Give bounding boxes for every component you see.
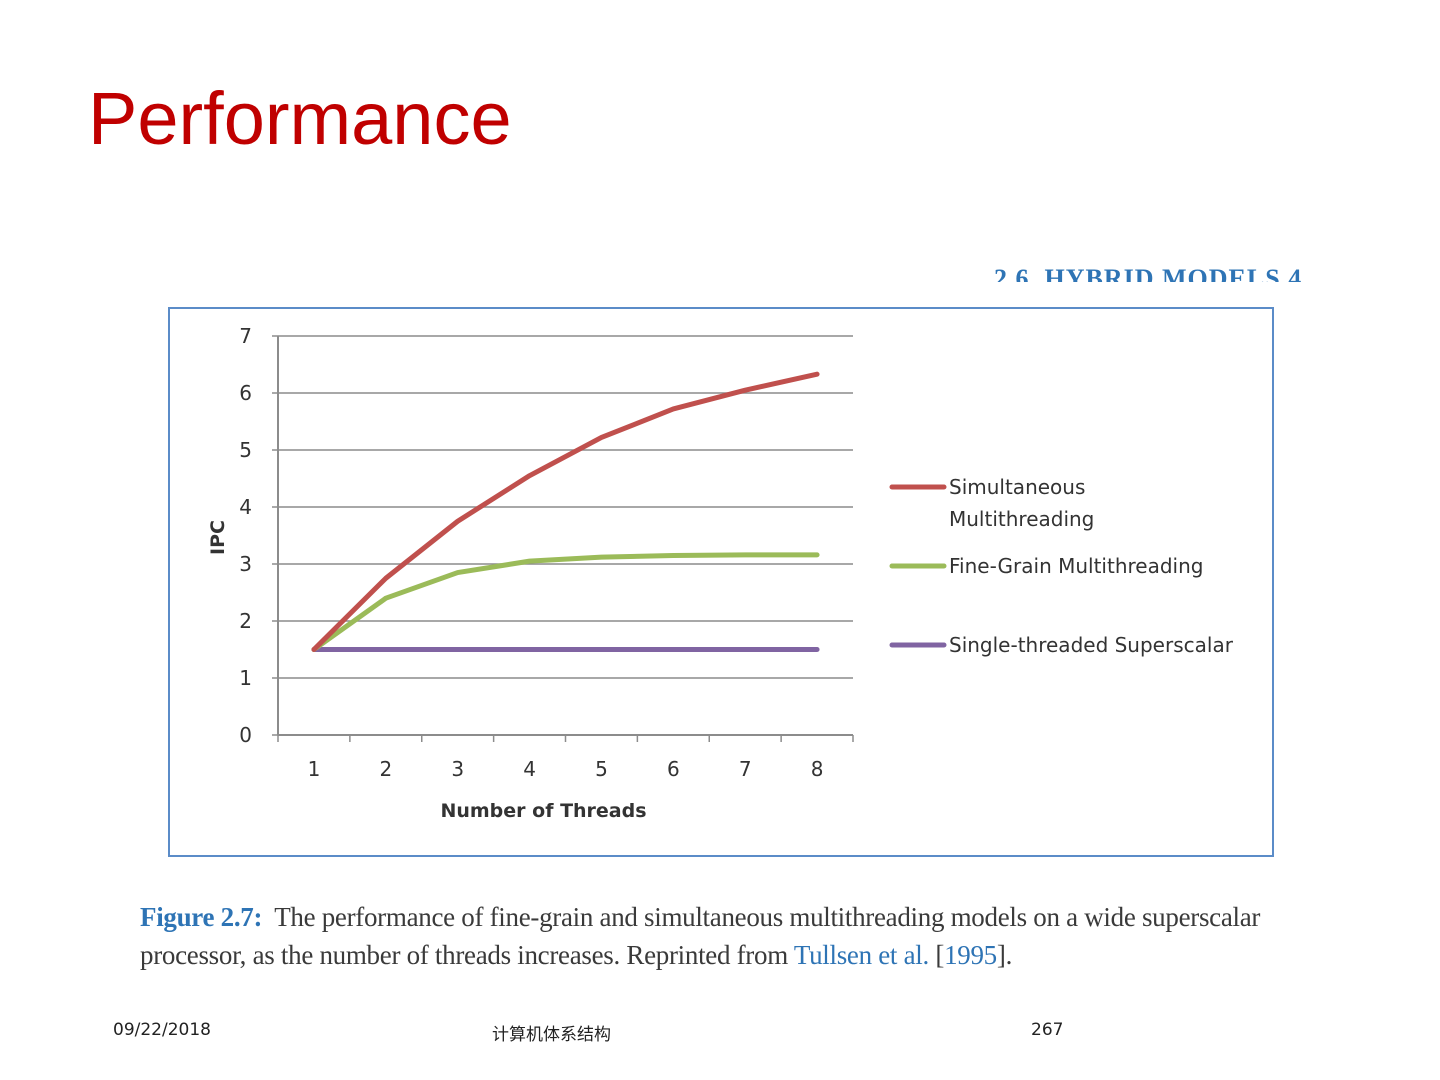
clipped-page-header: 2.6. HYBRID MODELS 4 <box>990 258 1320 282</box>
x-tick-label: 7 <box>739 757 752 781</box>
caption-text: The performance of fine-grain and simult… <box>140 902 1261 970</box>
legend-label: Fine-Grain Multithreading <box>949 554 1203 578</box>
x-tick-label: 1 <box>308 757 321 781</box>
footer-date: 09/22/2018 <box>113 1020 211 1040</box>
y-tick-label: 2 <box>239 609 252 633</box>
y-tick-label: 5 <box>239 438 252 462</box>
series-line <box>311 371 820 652</box>
x-tick-label: 3 <box>451 757 464 781</box>
y-tick-label: 3 <box>239 552 252 576</box>
citation-year-link[interactable]: 1995 <box>944 940 997 970</box>
y-axis-title: IPC <box>207 520 229 555</box>
y-tick-label: 0 <box>239 723 252 747</box>
caption-bracket-open: [ <box>928 940 945 970</box>
x-tick-label: 2 <box>379 757 392 781</box>
footer-course: 计算机体系结构 <box>492 1025 611 1045</box>
ipc-line-chart: 0 1 2 3 4 5 6 7 1 2 3 4 5 6 7 8 Number of Threads IPC Simu… <box>207 324 1234 822</box>
legend-label: Single-threaded Superscalar <box>949 633 1234 657</box>
x-tick-label: 5 <box>595 757 608 781</box>
figure-label: Figure 2.7: <box>140 902 263 932</box>
y-tick-label: 6 <box>239 381 252 405</box>
y-tick-label: 7 <box>239 324 252 348</box>
y-tick-label: 4 <box>239 495 252 519</box>
legend-label: Multithreading <box>949 507 1094 531</box>
footer-page-number: 267 <box>1031 1020 1064 1040</box>
caption-bracket-close: ]. <box>996 940 1013 970</box>
y-tick-label: 1 <box>239 666 252 690</box>
x-tick-label: 4 <box>523 757 536 781</box>
x-tick-label: 8 <box>811 757 824 781</box>
series-line <box>311 552 820 652</box>
figure-caption: Figure 2.7: The performance of fine-grain… <box>140 898 1320 974</box>
citation-author-link[interactable]: Tullsen et al. <box>793 940 929 970</box>
clipped-header-text: 2.6. HYBRID MODELS 4 <box>994 264 1303 282</box>
x-tick-label: 6 <box>667 757 680 781</box>
slide-title: Performance <box>88 77 512 160</box>
legend-label: Simultaneous <box>949 475 1085 499</box>
x-axis-title: Number of Threads <box>440 800 646 822</box>
